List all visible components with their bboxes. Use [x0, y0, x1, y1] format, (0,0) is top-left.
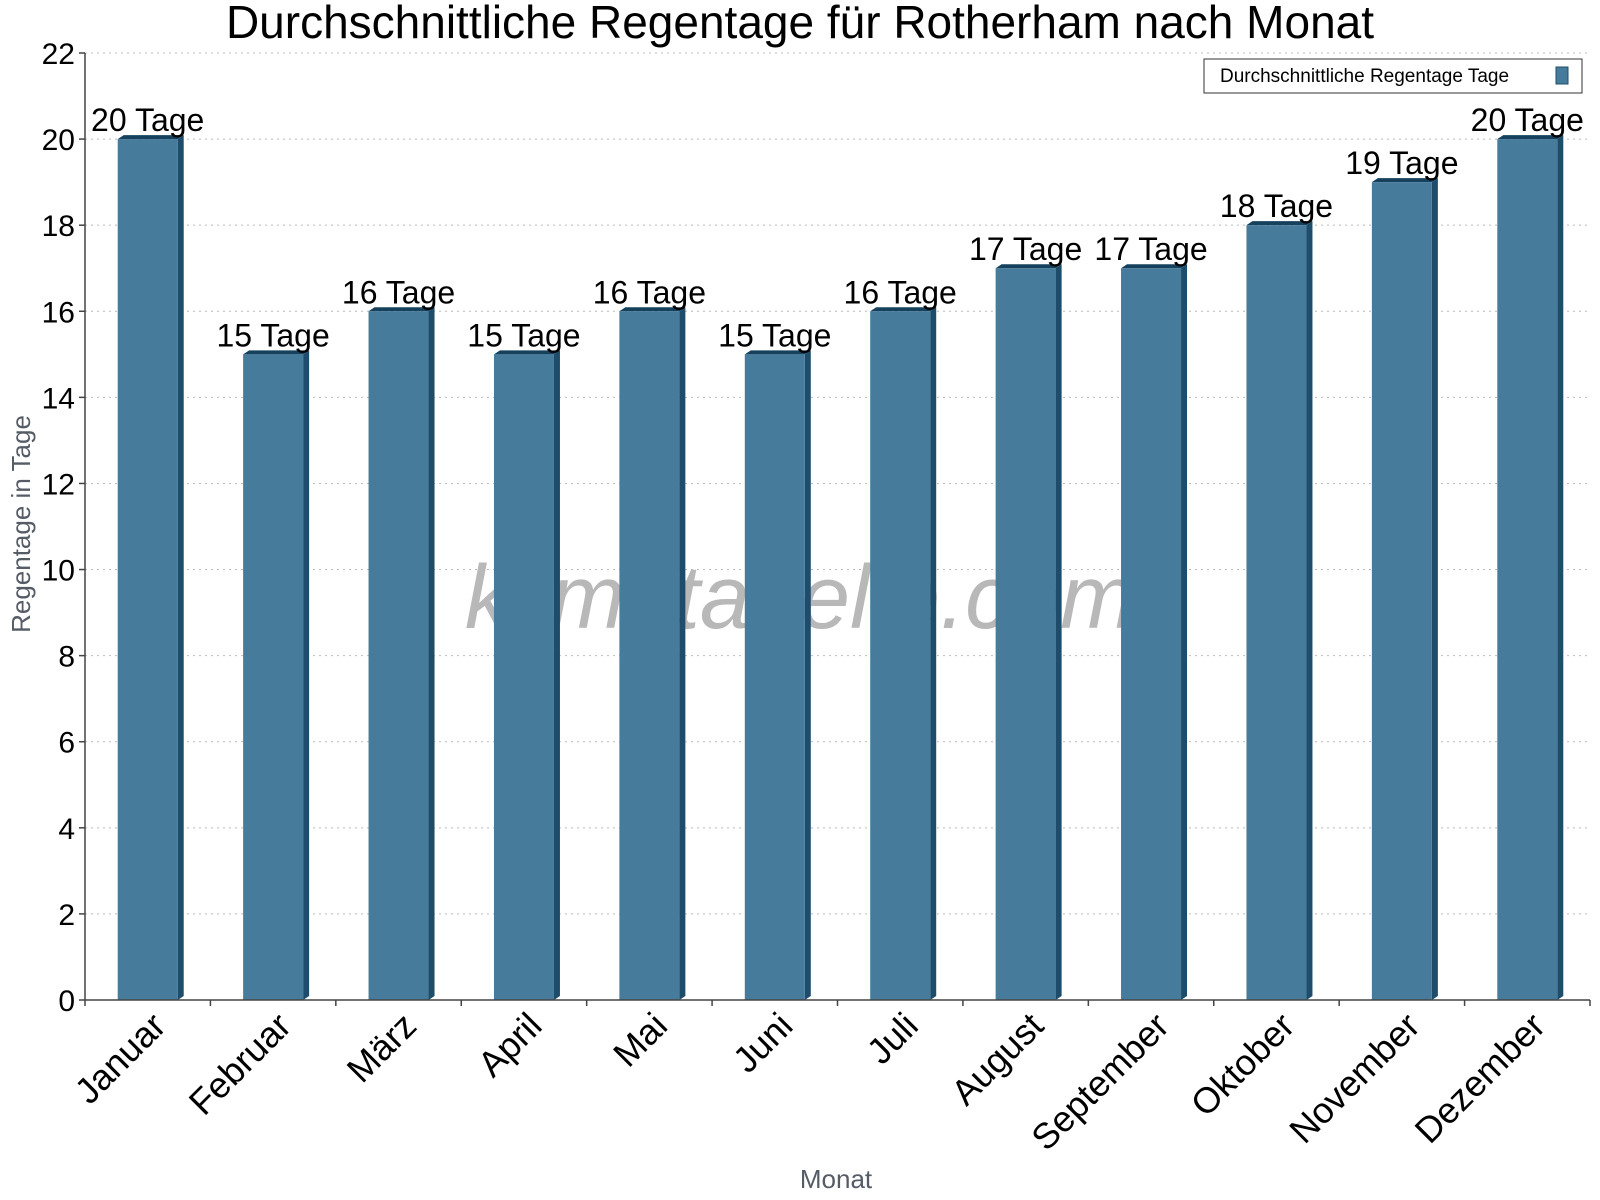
bar-juli: [870, 307, 937, 1001]
x-tick-label: Juli: [859, 1005, 926, 1072]
y-tick-labels: 0 2 4 6 8 10 12 14 16 18 20 22: [42, 38, 75, 1018]
bars: [117, 135, 1564, 1001]
bar-top: [619, 307, 686, 312]
x-tick-label: Juni: [725, 1005, 801, 1081]
y-tick-label: 0: [58, 985, 75, 1018]
bar-top: [1121, 264, 1188, 269]
y-tick-label: 16: [42, 296, 75, 329]
data-label: 19 Tage: [1345, 145, 1458, 181]
bar-top: [493, 350, 560, 355]
bar-top: [995, 264, 1062, 269]
bar-september: [1121, 264, 1188, 1000]
y-tick-label: 22: [42, 38, 75, 71]
x-tick-label: Oktober: [1183, 1005, 1303, 1125]
bar-side: [804, 350, 811, 1000]
bar-dezember: [1497, 135, 1564, 1000]
bar-top: [870, 307, 937, 312]
legend-label: Durchschnittliche Regentage Tage: [1220, 66, 1509, 87]
bar-side: [428, 307, 435, 1001]
data-label: 18 Tage: [1220, 188, 1333, 224]
bar-side: [1181, 264, 1188, 1000]
bar-front: [1121, 268, 1182, 1000]
bar-januar: [117, 135, 184, 1000]
bar-front: [744, 354, 805, 1000]
y-tick-label: 4: [58, 813, 75, 846]
bar-top: [117, 135, 184, 140]
data-label: 15 Tage: [467, 317, 580, 353]
x-tick-label: April: [470, 1005, 550, 1085]
bar-top: [1246, 221, 1313, 226]
bar-front: [1246, 225, 1307, 1000]
x-tick-label: August: [943, 1005, 1051, 1113]
data-label: 17 Tage: [1094, 231, 1207, 267]
bar-front: [995, 268, 1056, 1000]
y-tick-label: 14: [42, 382, 75, 415]
bar-top: [243, 350, 310, 355]
bar-april: [493, 350, 560, 1000]
data-label: 15 Tage: [216, 317, 329, 353]
bar-front: [619, 311, 680, 1001]
bar-oktober: [1246, 221, 1313, 1000]
bar-front: [368, 311, 429, 1001]
data-label: 20 Tage: [91, 102, 204, 138]
y-tick-label: 18: [42, 210, 75, 243]
bar-side: [1557, 135, 1564, 1000]
bar-side: [930, 307, 937, 1001]
bar-mai: [619, 307, 686, 1001]
x-axis-label: Monat: [800, 1164, 873, 1194]
bar-side: [177, 135, 184, 1000]
axes: [79, 52, 1591, 1006]
y-tick-label: 12: [42, 468, 75, 501]
x-tick-label: Februar: [181, 1005, 299, 1123]
bar-november: [1371, 178, 1438, 1001]
data-label: 16 Tage: [593, 274, 706, 310]
y-axis-label: Regentage in Tage: [6, 415, 36, 633]
bar-front: [1371, 182, 1432, 1001]
bar-side: [679, 307, 686, 1001]
y-tick-label: 2: [58, 899, 75, 932]
y-tick-label: 8: [58, 641, 75, 674]
bar-front: [243, 354, 304, 1000]
legend: Durchschnittliche Regentage Tage: [1203, 58, 1583, 94]
y-tick-label: 10: [42, 555, 75, 588]
bar-top: [1371, 178, 1438, 183]
x-tick-labels: Januar Februar März April Mai Juni Juli AugustS…: [67, 1005, 1553, 1159]
x-tick-label: März: [339, 1005, 425, 1091]
bar-side: [303, 350, 310, 1000]
bar-front: [870, 311, 931, 1001]
y-tick-label: 6: [58, 727, 75, 760]
gridlines: [85, 52, 1590, 915]
bar-side: [553, 350, 560, 1000]
data-label: 16 Tage: [342, 274, 455, 310]
data-label: 20 Tage: [1471, 102, 1584, 138]
bar-front: [117, 139, 178, 1000]
bar-märz: [368, 307, 435, 1001]
bar-februar: [243, 350, 310, 1000]
y-tick-label: 20: [42, 124, 75, 157]
bar-side: [1306, 221, 1313, 1000]
data-label: 17 Tage: [969, 231, 1082, 267]
chart-title: Durchschnittliche Regentage für Rotherha…: [226, 0, 1374, 48]
bar-front: [493, 354, 554, 1000]
x-tick-label: Januar: [67, 1005, 174, 1112]
bar-august: [995, 264, 1062, 1000]
bar-side: [1431, 178, 1438, 1001]
bar-top: [368, 307, 435, 312]
bar-front: [1497, 139, 1558, 1000]
x-tick-label: Mai: [605, 1005, 675, 1075]
legend-swatch: [1555, 66, 1569, 85]
data-label: 16 Tage: [844, 274, 957, 310]
bar-juni: [744, 350, 811, 1000]
x-tick-label: September: [1023, 1005, 1177, 1159]
bar-top: [744, 350, 811, 355]
data-label: 15 Tage: [718, 317, 831, 353]
legend-box: [1203, 58, 1583, 94]
x-tick-label: November: [1281, 1005, 1427, 1151]
bar-side: [1055, 264, 1062, 1000]
x-tick-label: Dezember: [1407, 1005, 1553, 1151]
data-labels: 20 Tage 15 Tage 16 Tage 15 Tage 16 Tage 15 Ta…: [91, 102, 1584, 353]
bar-top: [1497, 135, 1564, 140]
